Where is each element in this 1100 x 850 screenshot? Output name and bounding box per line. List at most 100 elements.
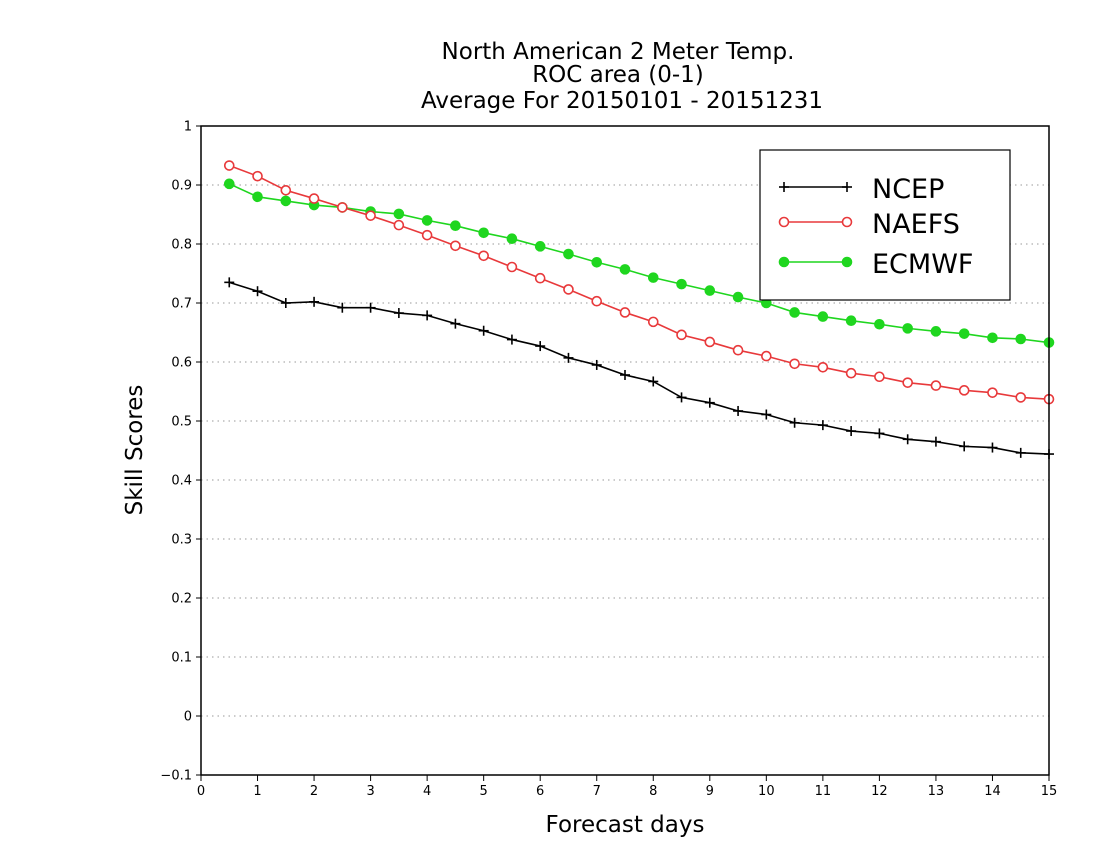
y-tick-label: 0.5 xyxy=(171,415,192,430)
x-tick-label: 8 xyxy=(649,784,657,799)
x-tick-label: 12 xyxy=(871,784,888,799)
data-point-naefs xyxy=(845,367,857,379)
data-point-naefs xyxy=(506,261,518,273)
data-point-ncep xyxy=(422,310,433,321)
data-point-ecmwf xyxy=(958,328,970,339)
x-tick-label: 9 xyxy=(706,784,714,799)
data-point-ncep xyxy=(563,352,574,363)
data-point-ncep xyxy=(817,420,828,431)
y-tick-label: 0.4 xyxy=(171,474,192,489)
x-tick-label: 11 xyxy=(815,784,832,799)
data-point-ncep xyxy=(930,436,941,447)
x-tick-label: 2 xyxy=(310,784,318,799)
data-point-ncep xyxy=(987,442,998,453)
y-tick-label: 0.6 xyxy=(171,356,192,371)
data-point-ncep xyxy=(535,341,546,352)
y-axis-label: Skill Scores xyxy=(122,385,148,516)
chart-title: North American 2 Meter Temp. ROC area (0… xyxy=(421,39,823,114)
axis-ticks: −0.100.10.20.30.40.50.60.70.80.910 1 2 3 4 5 6… xyxy=(160,120,1057,800)
data-point-ncep xyxy=(337,302,348,313)
legend-sample-ecmwf xyxy=(778,256,853,268)
data-point-naefs xyxy=(534,272,546,284)
data-point-ncep xyxy=(365,302,376,313)
x-tick-label: 1 xyxy=(253,784,261,799)
data-point-ecmwf xyxy=(534,241,546,252)
data-point-ncep xyxy=(1015,447,1026,458)
data-point-naefs xyxy=(902,377,913,388)
x-tick-label: 10 xyxy=(758,784,775,799)
x-tick-label: 15 xyxy=(1041,784,1058,799)
data-point-ncep xyxy=(393,308,404,319)
data-point-ecmwf xyxy=(478,227,489,239)
x-tick-label: 3 xyxy=(366,784,374,799)
legend-label-ncep: NCEP xyxy=(872,174,944,205)
data-point-ncep xyxy=(224,277,235,288)
data-point-naefs xyxy=(308,193,320,204)
grid-lines xyxy=(201,184,1049,717)
data-point-ecmwf xyxy=(450,220,461,232)
data-point-ncep xyxy=(252,286,263,297)
data-point-ncep xyxy=(309,296,320,307)
legend-label-ecmwf: ECMWF xyxy=(872,249,973,280)
data-point-naefs xyxy=(393,219,405,231)
data-point-ncep xyxy=(874,428,885,439)
data-point-naefs xyxy=(421,229,433,241)
chart-title-line-3: Average For 20150101 - 20151231 xyxy=(421,88,823,114)
y-tick-label: −0.1 xyxy=(160,769,192,784)
data-point-naefs xyxy=(817,362,829,373)
data-point-ncep xyxy=(902,434,913,445)
data-point-ecmwf xyxy=(280,195,292,207)
legend-marker-ncep xyxy=(779,182,789,192)
data-point-ecmwf xyxy=(421,215,433,226)
data-point-naefs xyxy=(761,350,772,362)
data-point-naefs xyxy=(704,336,716,348)
data-point-naefs xyxy=(874,371,885,383)
series-ncep xyxy=(224,277,1054,460)
legend-sample-naefs xyxy=(778,216,853,228)
data-point-naefs xyxy=(619,307,631,318)
data-point-naefs xyxy=(958,385,970,396)
data-point-ecmwf xyxy=(930,326,942,337)
data-point-ncep xyxy=(704,397,715,408)
data-point-ecmwf xyxy=(845,315,857,327)
data-point-ecmwf xyxy=(591,256,603,268)
data-point-naefs xyxy=(280,185,292,196)
data-point-ecmwf xyxy=(223,178,235,190)
x-tick-label: 13 xyxy=(928,784,945,799)
x-tick-label: 14 xyxy=(984,784,1001,799)
data-point-ncep xyxy=(761,409,772,420)
series-ecmwf xyxy=(223,178,1055,348)
series-naefs xyxy=(223,160,1055,405)
y-tick-label: 1 xyxy=(184,120,192,135)
y-tick-label: 0.2 xyxy=(171,592,192,607)
y-tick-label: 0.1 xyxy=(171,651,192,666)
data-point-ncep xyxy=(450,318,461,329)
legend: NCEP NAEFS ECMWF xyxy=(759,149,1011,301)
data-point-naefs xyxy=(676,329,687,341)
data-point-ncep xyxy=(733,405,744,416)
y-tick-label: 0.7 xyxy=(171,297,192,312)
data-point-ecmwf xyxy=(874,318,885,330)
legend-label-naefs: NAEFS xyxy=(872,209,960,240)
data-point-ecmwf xyxy=(1015,333,1027,345)
data-point-naefs xyxy=(987,387,998,398)
data-point-naefs xyxy=(930,380,942,391)
data-point-ecmwf xyxy=(252,191,263,203)
x-axis-label: Forecast days xyxy=(546,812,705,838)
data-point-ncep xyxy=(959,441,970,452)
data-point-ecmwf xyxy=(393,208,405,220)
x-tick-label: 5 xyxy=(480,784,488,799)
chart-title-line-1: North American 2 Meter Temp. xyxy=(442,39,795,65)
y-tick-label: 0 xyxy=(184,710,192,725)
data-point-ncep xyxy=(280,298,291,308)
legend-sample-ncep xyxy=(779,182,852,192)
x-tick-label: 0 xyxy=(197,784,205,799)
x-tick-label: 4 xyxy=(423,784,431,799)
x-tick-label: 7 xyxy=(593,784,601,799)
data-point-naefs xyxy=(223,160,235,171)
chart-title-line-2: ROC area (0-1) xyxy=(532,62,704,88)
legend-entries xyxy=(778,182,853,268)
legend-marker-ecmwf xyxy=(778,256,790,268)
